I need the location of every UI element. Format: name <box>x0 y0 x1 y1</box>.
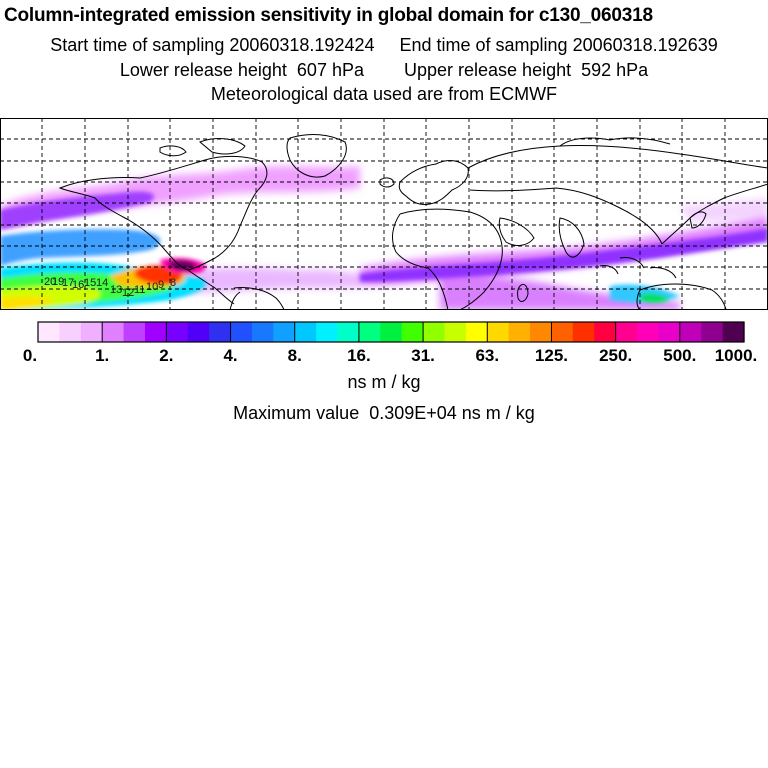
color-scale-label: 1000. <box>715 346 758 365</box>
color-scale-label: 500. <box>663 346 696 365</box>
plot-title: Column-integrated emission sensitivity i… <box>4 5 653 26</box>
color-swatch <box>465 322 488 342</box>
track-hour-label: 17 <box>62 277 74 289</box>
color-swatch <box>572 322 595 342</box>
color-swatch <box>80 322 103 342</box>
color-swatch <box>487 322 510 342</box>
color-swatch <box>701 322 724 342</box>
color-scale-label: 1. <box>95 346 109 365</box>
release-height-line: Lower release height 607 hPa Upper relea… <box>119 60 649 80</box>
color-scale-label: 0. <box>23 346 37 365</box>
color-swatch <box>551 322 574 342</box>
color-swatch <box>187 322 210 342</box>
color-swatch <box>401 322 424 342</box>
sampling-time-line: Start time of sampling 20060318.192424 E… <box>50 35 718 55</box>
color-swatch <box>594 322 617 342</box>
color-scale-label: 125. <box>535 346 568 365</box>
color-swatch <box>444 322 467 342</box>
color-scale-label: 63. <box>475 346 499 365</box>
coastlines <box>58 134 768 310</box>
color-scale-tick-labels: 0. 1. 2. 4. 8. 16. 31. 63. 125. 250. 500. 1000. <box>23 346 757 365</box>
color-scale-label: 8. <box>288 346 302 365</box>
color-swatch <box>637 322 660 342</box>
track-hour-label: 11 <box>134 284 145 296</box>
color-swatch <box>273 322 296 342</box>
color-swatch <box>166 322 189 342</box>
color-swatch <box>615 322 638 342</box>
color-scale-label: 16. <box>347 346 371 365</box>
color-scale-frame <box>37 321 745 343</box>
color-scale-label: 250. <box>599 346 632 365</box>
max-value-label: Maximum value 0.309E+04 ns m / kg <box>233 403 535 423</box>
track-hour-label: 13 <box>110 284 122 296</box>
color-swatch <box>658 322 681 342</box>
track-hour-label: 15 <box>84 277 96 289</box>
color-scale-label: 4. <box>223 346 237 365</box>
track-hour-label: 9 <box>158 279 164 291</box>
graticule <box>0 118 768 310</box>
unit-label: ns m / kg <box>347 372 421 392</box>
source-hotspot <box>0 257 206 310</box>
color-swatch <box>380 322 403 342</box>
color-scale-label: 2. <box>159 346 173 365</box>
color-scale-label: 31. <box>411 346 435 365</box>
color-swatch <box>59 322 82 342</box>
track-hour-label: 14 <box>96 277 108 289</box>
color-swatch <box>423 322 446 342</box>
color-swatch <box>294 322 317 342</box>
color-scale-swatches <box>37 321 745 343</box>
color-swatch <box>251 322 274 342</box>
track-hour-label: 20 <box>44 276 56 288</box>
color-swatch <box>38 322 60 342</box>
color-swatch <box>722 322 745 342</box>
track-hour-label: 10 <box>146 281 158 293</box>
color-scale-legend: 0. 1. 2. 4. 8. 16. 31. 63. 125. 250. 500. 1000. <box>23 321 757 365</box>
color-swatch <box>358 322 381 342</box>
color-swatch <box>316 322 339 342</box>
color-swatch <box>230 322 253 342</box>
color-swatch <box>209 322 232 342</box>
color-swatch <box>102 322 125 342</box>
track-hour-label: 8 <box>170 277 176 289</box>
color-swatch <box>123 322 146 342</box>
color-swatch <box>508 322 531 342</box>
sensitivity-field-strong <box>0 191 768 303</box>
color-swatch <box>679 322 702 342</box>
track-hour-label: 19 <box>52 276 64 288</box>
color-swatch <box>530 322 553 342</box>
track-hour-label: 16 <box>72 279 84 291</box>
color-swatch <box>144 322 167 342</box>
met-data-line: Meteorological data used are from ECMWF <box>210 84 558 104</box>
color-swatch <box>337 322 360 342</box>
